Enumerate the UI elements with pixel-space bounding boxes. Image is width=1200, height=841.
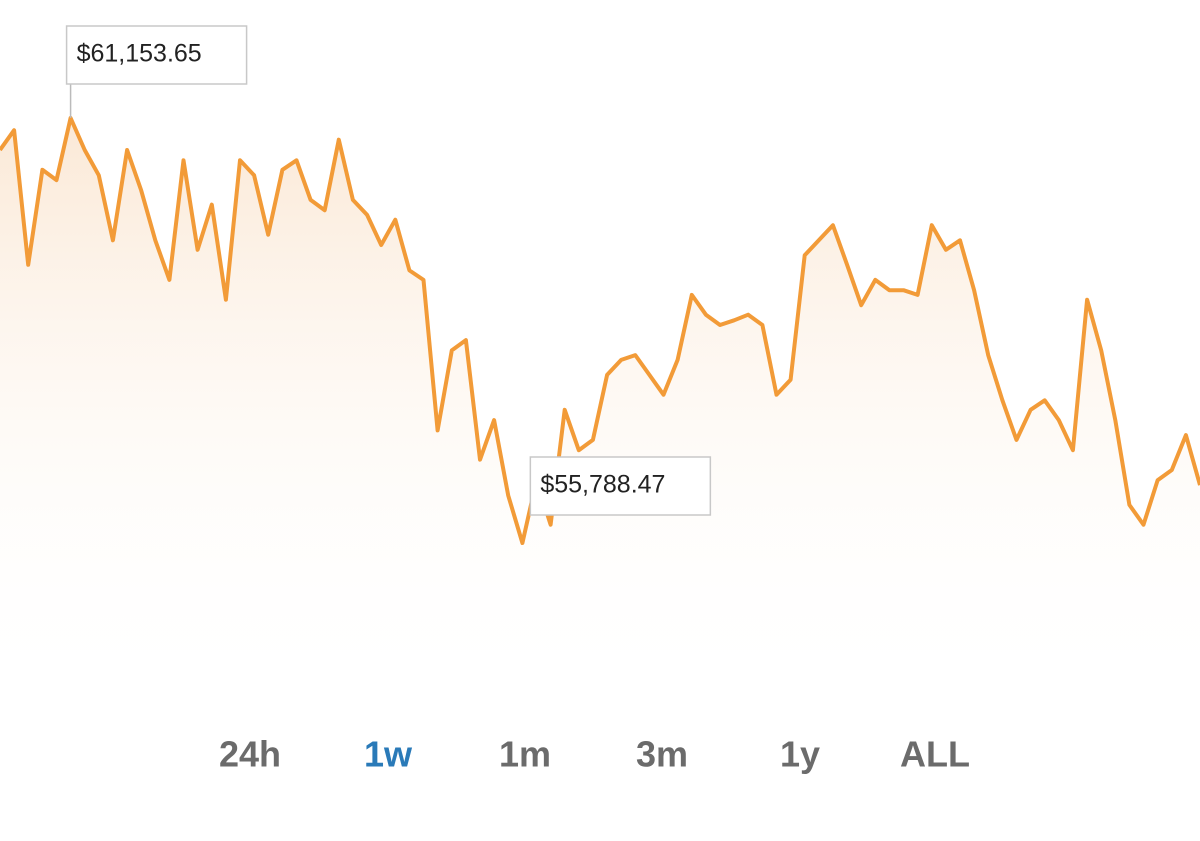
range-button[interactable]: ALL <box>900 734 970 775</box>
range-button[interactable]: 1w <box>364 734 413 775</box>
price-line <box>0 116 1200 545</box>
range-button[interactable]: 3m <box>636 734 688 775</box>
annotation-box <box>529 456 712 516</box>
annotation-box <box>65 25 248 85</box>
range-button[interactable]: 1y <box>780 734 820 775</box>
range-button[interactable]: 1m <box>499 734 551 775</box>
annotation-label: $61,153.65 <box>77 40 202 68</box>
annotation-label: $55,788.47 <box>540 471 665 499</box>
range-button[interactable]: 24h <box>219 734 281 775</box>
